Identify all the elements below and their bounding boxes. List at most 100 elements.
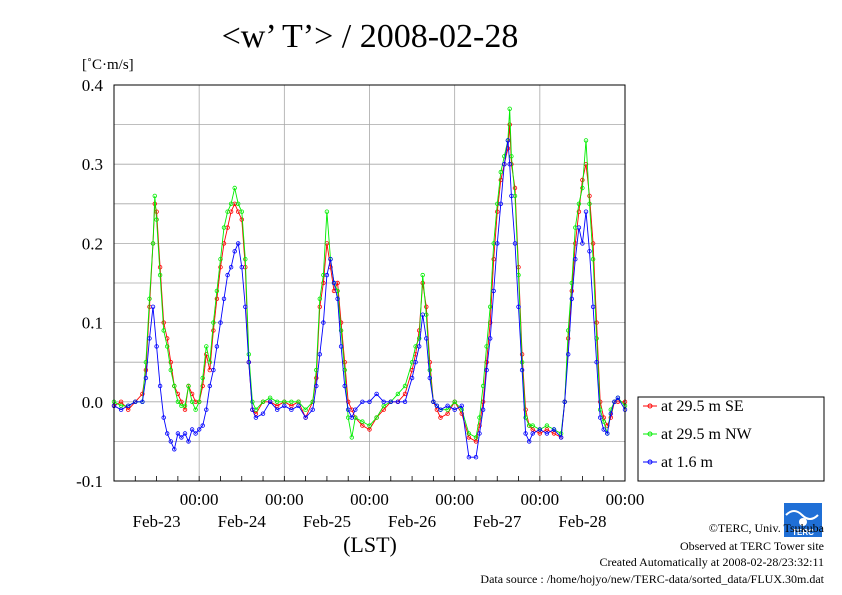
data-point (186, 439, 191, 444)
data-point (498, 201, 503, 206)
data-point (214, 288, 220, 294)
data-point (147, 296, 152, 301)
data-point (164, 431, 170, 436)
data-point (598, 415, 603, 420)
data-point (175, 431, 181, 436)
data-point (289, 407, 294, 412)
data-point (164, 344, 170, 349)
data-point (196, 427, 202, 432)
data-point (587, 201, 592, 206)
data-point (175, 399, 181, 404)
data-point (583, 209, 589, 214)
data-point (342, 383, 347, 389)
data-point (168, 439, 173, 444)
x-tick-labels: 00:00Feb-2300:00Feb-2400:00Feb-2500:00Fe… (132, 490, 644, 531)
footer-observed: Observed at TERC Tower site (680, 539, 824, 553)
data-point (260, 411, 266, 416)
data-point (519, 367, 525, 373)
data-point (395, 399, 401, 404)
series-group (111, 106, 628, 460)
data-point (221, 296, 227, 301)
data-point (594, 320, 599, 325)
data-point (360, 399, 365, 404)
x-tick-time: 00:00 (350, 490, 389, 509)
data-point (147, 336, 152, 341)
data-point (218, 257, 223, 262)
data-point (562, 399, 567, 404)
data-point (612, 399, 617, 404)
data-point (590, 304, 596, 309)
x-tick-date: Feb-27 (473, 512, 522, 531)
data-point (321, 320, 326, 325)
legend-label: at 29.5 m NW (661, 426, 753, 443)
x-tick-time: 00:00 (606, 490, 645, 509)
data-point (235, 241, 241, 246)
data-point (530, 423, 535, 428)
footer-created: Created Automatically at 2008-02-28/23:3… (599, 555, 824, 569)
legend-marker (647, 431, 653, 437)
data-point (402, 383, 408, 389)
logo-drop-icon (799, 518, 807, 526)
data-point (228, 265, 234, 270)
data-point (488, 304, 493, 309)
data-point (417, 344, 422, 349)
data-point (328, 257, 333, 262)
legend-marker (647, 459, 653, 465)
data-point (420, 312, 425, 317)
data-point (353, 407, 358, 412)
data-point (583, 138, 589, 143)
data-point (587, 249, 592, 254)
data-point (374, 391, 379, 397)
data-point (133, 399, 138, 404)
data-point (509, 193, 514, 199)
data-point (576, 201, 582, 206)
data-point (317, 296, 322, 301)
footer-copyright: ©TERC, Univ. Tsukuba (709, 521, 825, 535)
data-point (211, 367, 216, 373)
data-point (558, 435, 564, 440)
data-point (473, 455, 479, 460)
data-point (488, 336, 493, 341)
y-tick-label: -0.1 (76, 472, 103, 491)
data-point (228, 201, 234, 206)
series-line (113, 108, 626, 439)
data-point (182, 431, 188, 436)
data-point (480, 407, 486, 412)
x-tick-time: 00:00 (520, 490, 559, 509)
data-point (495, 209, 500, 214)
data-point (189, 399, 195, 404)
data-point (179, 435, 184, 440)
data-point (214, 344, 220, 349)
data-point (523, 415, 528, 420)
data-point (445, 411, 450, 416)
data-point (289, 399, 294, 404)
legend-label: at 1.6 m (661, 454, 714, 471)
data-point (235, 201, 241, 206)
data-point (459, 411, 464, 416)
data-point (282, 403, 287, 408)
data-point (573, 257, 578, 262)
data-point (260, 399, 266, 404)
data-point (427, 367, 432, 373)
data-point (381, 399, 386, 404)
data-point (317, 352, 322, 357)
data-point (512, 241, 518, 246)
data-point (189, 427, 195, 432)
data-point (221, 225, 227, 230)
data-point (431, 399, 436, 404)
data-point (225, 272, 230, 278)
data-point (477, 431, 482, 436)
data-point (427, 375, 432, 381)
data-point (491, 257, 496, 262)
data-point (161, 415, 166, 420)
x-tick-time: 00:00 (435, 490, 474, 509)
data-point (388, 399, 393, 404)
data-point (374, 415, 379, 420)
x-tick-date: Feb-26 (388, 512, 436, 531)
data-point (182, 403, 188, 408)
data-point (537, 427, 542, 432)
data-point (477, 415, 482, 420)
data-point (438, 415, 443, 420)
data-point (537, 431, 542, 436)
data-point (590, 241, 596, 246)
